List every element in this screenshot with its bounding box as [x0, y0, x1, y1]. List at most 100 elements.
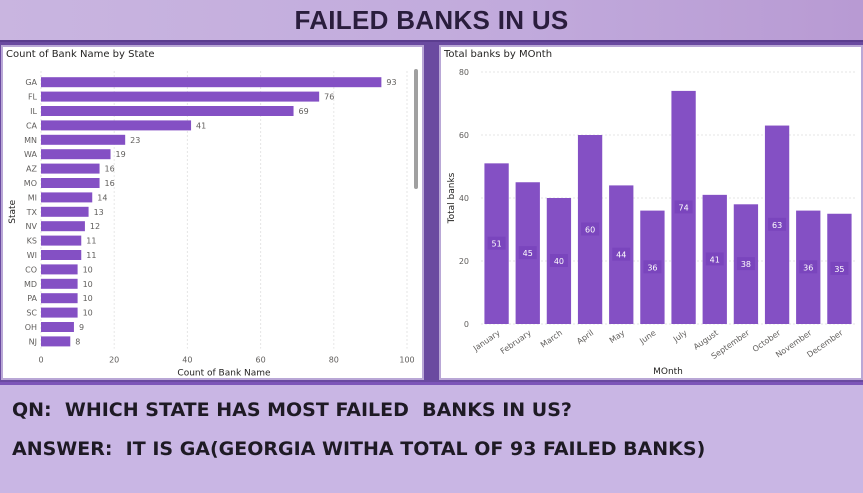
y-tick-label: 0 — [464, 320, 469, 329]
data-label: 9 — [79, 323, 84, 332]
x-tick-label: 80 — [329, 356, 339, 365]
y-tick-label: 20 — [459, 257, 469, 266]
month-bar-chart: 0 20 40 60 80 51 January 45 February 40 March 60 Apr… — [447, 68, 855, 377]
y-tick-label: NJ — [29, 337, 37, 346]
bar[interactable] — [41, 264, 78, 275]
qa-section: QN: WHICH STATE HAS MOST FAILED BANKS IN… — [0, 382, 863, 493]
bar[interactable] — [41, 178, 100, 188]
x-tick-label: February — [499, 328, 533, 356]
data-label: 23 — [130, 136, 140, 145]
y-tick-label: 60 — [459, 131, 469, 140]
state-chart-title: Count of Bank Name by State — [6, 49, 155, 60]
x-tick-label: 0 — [38, 356, 43, 365]
data-label: 38 — [741, 260, 751, 269]
y-tick-label: 80 — [459, 68, 469, 77]
data-label-box — [581, 222, 600, 236]
data-label: 93 — [386, 78, 396, 87]
data-label: 12 — [90, 222, 100, 231]
x-axis-title: Count of Bank Name — [177, 369, 271, 378]
x-axis-title: MOnth — [653, 367, 683, 377]
data-label-box — [799, 260, 818, 274]
data-label: 8 — [75, 337, 80, 346]
y-tick-label: MO — [24, 179, 37, 188]
bar[interactable] — [41, 206, 89, 217]
bar[interactable] — [41, 250, 82, 260]
bar[interactable] — [41, 235, 82, 246]
y-tick-label: WA — [24, 150, 37, 159]
y-tick-label: SC — [26, 309, 37, 318]
data-label: 11 — [86, 237, 96, 246]
bar[interactable] — [41, 91, 320, 102]
data-label: 19 — [116, 150, 126, 159]
data-label: 13 — [94, 208, 104, 217]
question-text: QN: WHICH STATE HAS MOST FAILED BANKS IN… — [12, 399, 572, 421]
bar[interactable] — [41, 134, 126, 145]
y-tick-label: PA — [27, 294, 37, 303]
bar[interactable] — [41, 106, 294, 116]
data-label: 69 — [299, 107, 309, 116]
month-chart-title: Total banks by MOnth — [444, 49, 553, 60]
data-label-box — [612, 247, 631, 261]
data-label: 45 — [523, 249, 533, 258]
data-label: 36 — [647, 263, 657, 272]
y-tick-label: FL — [28, 93, 38, 102]
bar[interactable] — [41, 336, 71, 347]
x-tick-label: July — [671, 328, 689, 344]
bar[interactable] — [41, 293, 78, 304]
bar[interactable] — [41, 307, 78, 318]
bar[interactable] — [41, 163, 100, 174]
data-label: 16 — [105, 165, 115, 174]
bar[interactable] — [41, 77, 382, 88]
y-tick-label: MI — [28, 193, 37, 202]
y-tick-label: TX — [26, 208, 38, 217]
y-tick-label: IL — [30, 107, 37, 116]
bar[interactable] — [41, 322, 74, 332]
x-tick-label: 100 — [399, 356, 414, 365]
state-chart-scrollbar[interactable] — [414, 69, 418, 189]
y-tick-label: 40 — [459, 194, 469, 203]
data-label-box — [705, 252, 724, 266]
bar[interactable] — [41, 149, 111, 160]
x-tick-label: March — [539, 328, 564, 349]
bar[interactable] — [41, 120, 192, 131]
data-label: 60 — [585, 226, 595, 235]
answer-text: ANSWER: IT IS GA(GEORGIA WITHA TOTAL OF … — [12, 438, 706, 460]
data-label: 10 — [83, 265, 93, 274]
bar[interactable] — [41, 192, 93, 203]
y-axis-title: Total banks — [447, 172, 457, 224]
data-label-box — [674, 200, 693, 214]
bar[interactable] — [41, 278, 78, 289]
month-chart-panel[interactable]: Total banks by MOnth 0 20 40 60 80 51 January 4… — [439, 45, 863, 380]
y-tick-label: AZ — [26, 165, 37, 174]
data-label-box — [643, 260, 662, 274]
y-tick-label: MD — [24, 280, 37, 289]
y-tick-label: CA — [26, 121, 38, 130]
data-label: 14 — [97, 193, 107, 202]
state-chart-panel[interactable]: Count of Bank Name by State 0 20 40 60 80 100… — [1, 45, 424, 380]
data-label: 36 — [803, 263, 813, 272]
y-tick-label: WI — [27, 251, 37, 260]
data-label-box — [487, 236, 506, 250]
data-label-box — [768, 217, 787, 231]
data-label: 10 — [83, 309, 93, 318]
data-label: 51 — [491, 240, 501, 249]
state-bar-chart: 0 20 40 60 80 100 GA 93 FL 76 IL 69 CA 41 MN 23 WA 19 AZ 16… — [8, 71, 415, 378]
data-label: 44 — [616, 251, 626, 260]
x-tick-label: May — [608, 328, 627, 345]
data-label: 10 — [83, 294, 93, 303]
data-label: 40 — [554, 257, 564, 266]
bar[interactable] — [41, 221, 85, 232]
data-label: 41 — [710, 255, 720, 264]
x-tick-label: April — [575, 328, 595, 346]
dashboard-title-bar: FAILED BANKS IN US — [0, 0, 863, 42]
x-tick-label: 60 — [256, 356, 266, 365]
data-label: 74 — [678, 203, 688, 212]
data-label-box — [518, 246, 537, 260]
y-tick-label: CO — [25, 265, 37, 274]
x-tick-label: 20 — [109, 356, 119, 365]
data-label-box — [830, 261, 849, 275]
data-label: 63 — [772, 221, 782, 230]
y-tick-label: KS — [27, 237, 37, 246]
x-tick-label: August — [692, 328, 720, 351]
data-label: 11 — [86, 251, 96, 260]
